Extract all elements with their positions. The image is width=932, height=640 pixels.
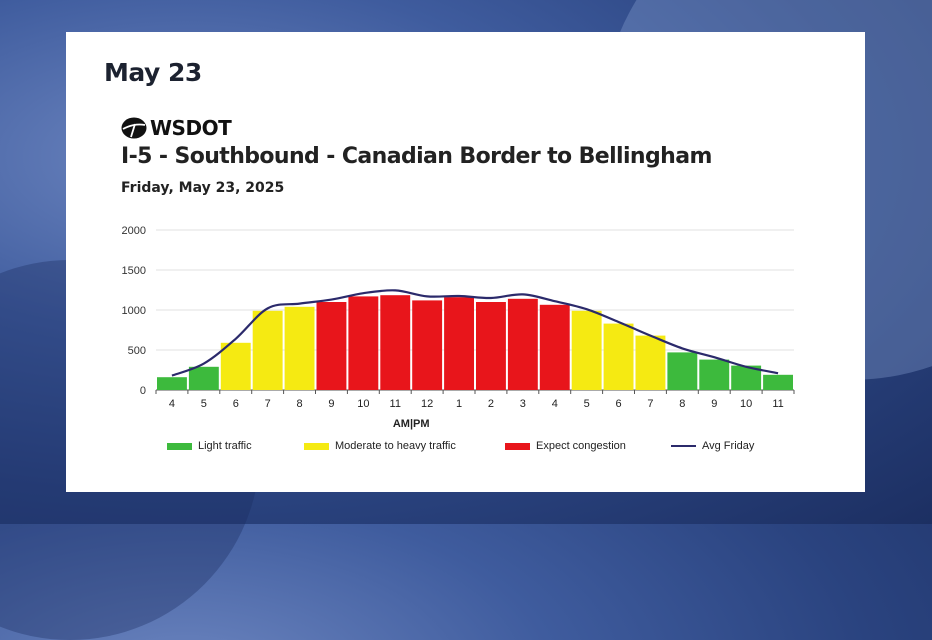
avg-friday-line xyxy=(171,289,779,377)
grid-lines xyxy=(156,229,794,391)
bar xyxy=(316,302,347,390)
x-tick-label: 6 xyxy=(233,398,239,410)
x-tick-label: 7 xyxy=(647,398,653,410)
x-tick-label: 4 xyxy=(552,398,558,410)
bar xyxy=(380,295,411,390)
x-tick-label: 7 xyxy=(265,398,271,410)
legend-swatch-moderate xyxy=(304,442,329,450)
y-tick-label: 1500 xyxy=(122,265,146,277)
bar xyxy=(699,359,730,390)
bar xyxy=(603,323,634,390)
y-axis-ticks: 0 500 1000 1500 2000 xyxy=(122,225,146,397)
bar xyxy=(476,302,506,390)
x-tick-label: 10 xyxy=(740,398,752,410)
y-tick-label: 500 xyxy=(128,345,146,357)
bar xyxy=(412,300,443,390)
x-axis-label: AM|PM xyxy=(393,418,430,430)
x-tick-label: 10 xyxy=(357,398,369,410)
legend-item-moderate: Moderate to heavy traffic xyxy=(304,440,456,452)
avg-line-layer xyxy=(171,289,779,377)
y-tick-label: 0 xyxy=(140,385,146,397)
legend-label: Expect congestion xyxy=(536,440,626,452)
bar xyxy=(571,310,602,390)
legend-swatch-congestion xyxy=(505,442,530,450)
chart-title: I-5 - Southbound - Canadian Border to Be… xyxy=(121,144,712,169)
x-tick-label: 5 xyxy=(201,398,207,410)
y-tick-label: 2000 xyxy=(122,225,146,237)
bar xyxy=(667,352,698,390)
legend: Light traffic Moderate to heavy traffic … xyxy=(66,440,865,456)
x-tick-label: 11 xyxy=(772,398,783,410)
bar xyxy=(444,297,474,390)
x-tick-label: 9 xyxy=(328,398,334,410)
legend-item-light: Light traffic xyxy=(167,440,252,452)
bar xyxy=(188,366,219,390)
bar xyxy=(252,310,283,390)
x-tick-label: 4 xyxy=(169,398,175,410)
logo-text: WSDOT xyxy=(150,116,232,140)
x-tick-label: 2 xyxy=(488,398,494,410)
legend-label: Avg Friday xyxy=(702,440,755,452)
x-tick-label: 8 xyxy=(296,398,302,410)
bar xyxy=(507,298,538,390)
legend-label: Light traffic xyxy=(198,440,252,452)
x-tick-label: 8 xyxy=(679,398,685,410)
bar xyxy=(157,377,187,390)
wsdot-logo: WSDOT xyxy=(121,116,232,140)
chart-subtitle: Friday, May 23, 2025 xyxy=(121,180,285,196)
legend-swatch-light xyxy=(167,442,192,450)
chart-panel: May 23 WSDOT I-5 - Southbound - Canadian… xyxy=(66,32,865,492)
legend-label: Moderate to heavy traffic xyxy=(335,440,456,452)
y-tick-label: 1000 xyxy=(122,305,146,317)
date-heading: May 23 xyxy=(104,58,202,87)
x-tick-label: 5 xyxy=(584,398,590,410)
bar xyxy=(220,342,251,390)
bar xyxy=(763,374,793,390)
bar xyxy=(539,304,570,390)
bar xyxy=(635,335,666,390)
x-tick-label: 12 xyxy=(421,398,433,410)
legend-item-avg: Avg Friday xyxy=(671,440,754,452)
legend-swatch-avg xyxy=(671,445,696,447)
bar xyxy=(348,296,379,390)
x-tick-label: 11 xyxy=(390,398,401,410)
x-tick-label: 1 xyxy=(456,398,462,410)
x-tick-label: 6 xyxy=(615,398,621,410)
bars xyxy=(157,295,793,390)
x-tick-label: 9 xyxy=(711,398,717,410)
legend-item-congestion: Expect congestion xyxy=(505,440,626,452)
bar xyxy=(284,306,315,390)
wsdot-logo-icon xyxy=(121,117,147,139)
x-tick-label: 3 xyxy=(520,398,526,410)
